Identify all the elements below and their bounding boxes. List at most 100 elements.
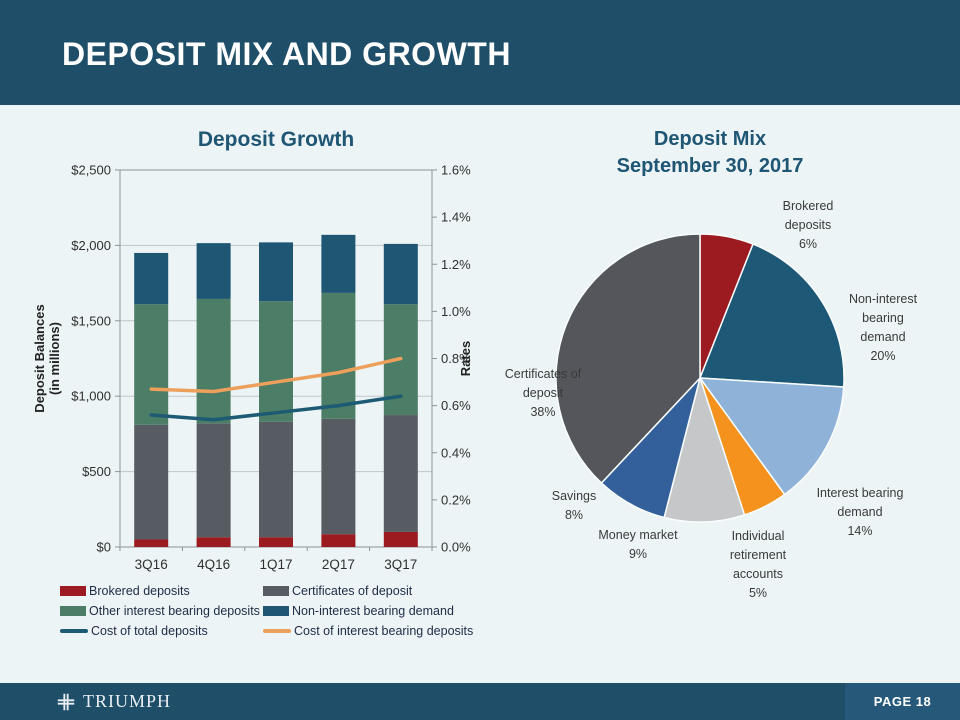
bar-segment xyxy=(321,292,356,419)
deposit-mix-chart-title: Deposit Mix September 30, 2017 xyxy=(525,126,895,180)
bar-segment xyxy=(259,421,293,538)
pie-label-line: demand xyxy=(860,330,906,344)
page-number-badge: PAGE 18 xyxy=(845,683,960,720)
pie-label: Money market 9% xyxy=(568,526,708,564)
x-axis-label: 4Q16 xyxy=(197,557,230,572)
bar-segment xyxy=(321,534,356,547)
x-axis-label: 1Q17 xyxy=(259,557,292,572)
brand-name: TRIUMPH xyxy=(83,691,172,711)
pie-label-line: Money market xyxy=(598,528,678,542)
pie-label-line: 20% xyxy=(870,349,896,363)
bar-segment xyxy=(259,301,293,422)
pie-label-line: Brokered xyxy=(782,199,834,213)
deposit-mix-title-line1: Deposit Mix xyxy=(653,128,767,150)
left-axis-title: Deposit Balances(in millions) xyxy=(32,304,62,412)
legend-swatch xyxy=(60,606,86,616)
legend-label: Other interest bearing deposits xyxy=(89,604,260,618)
pie-label-line: deposits xyxy=(784,218,832,232)
pie-label: Certificates of deposit 38% xyxy=(483,365,603,422)
y-axis-tick-label: $2,000 xyxy=(71,238,111,253)
bar-segment xyxy=(196,423,231,538)
pie-slice xyxy=(663,377,746,523)
rates-axis-tick-label: 0.4% xyxy=(441,445,471,460)
triumph-cross-icon xyxy=(57,693,75,710)
rates-axis-tick-label: 1.0% xyxy=(441,304,471,319)
pie-label-line: Savings xyxy=(551,489,597,503)
rates-axis-tick-label: 1.2% xyxy=(441,257,471,272)
legend-swatch xyxy=(60,586,86,596)
bar-segment xyxy=(259,242,293,302)
rates-axis-tick-label: 0.6% xyxy=(441,398,471,413)
trend-line xyxy=(149,356,403,394)
pie-label: Non-interest bearing demand 20% xyxy=(818,290,948,366)
bar-segment xyxy=(134,424,169,540)
legend-item: Other interest bearing deposits xyxy=(60,604,263,618)
pie-label: Individual retirement accounts 5% xyxy=(698,527,818,603)
page-number-label: PAGE 18 xyxy=(873,694,932,709)
rates-axis-tick-label: 1.4% xyxy=(441,210,471,225)
slide-header: DEPOSIT MIX AND GROWTH xyxy=(0,0,960,105)
pie-label-line: 14% xyxy=(847,524,873,538)
legend-item: Certificates of deposit xyxy=(263,584,493,598)
legend-item: Cost of interest bearing deposits xyxy=(263,624,493,638)
deposit-mix-pie xyxy=(555,233,845,523)
bar-segment xyxy=(196,298,231,424)
legend-swatch xyxy=(263,606,289,616)
rates-axis-tick-label: 0.0% xyxy=(441,540,471,555)
y-axis-tick-label: $0 xyxy=(97,540,111,555)
bar-segment xyxy=(134,252,169,305)
x-axis-label: 2Q17 xyxy=(322,557,355,572)
legend-line-swatch xyxy=(60,629,88,633)
brand-logo: TRIUMPH xyxy=(55,683,171,720)
trend-line xyxy=(149,394,403,422)
bar-segment xyxy=(134,304,169,425)
pie-label-line: demand xyxy=(837,505,883,519)
legend-item: Non-interest bearing demand xyxy=(263,604,493,618)
rates-axis-tick-label: 0.8% xyxy=(441,351,471,366)
bar-segment xyxy=(134,539,169,547)
y-axis-tick-label: $2,500 xyxy=(71,163,111,178)
legend-label: Cost of total deposits xyxy=(91,624,208,638)
slide-footer: TRIUMPH PAGE 18 xyxy=(0,683,960,720)
bar-segment xyxy=(383,531,418,547)
deposit-mix-chart: Deposit Mix September 30, 2017 Brokered d… xyxy=(500,118,960,683)
legend-item: Cost of total deposits xyxy=(60,624,263,638)
legend-swatch xyxy=(263,586,289,596)
pie-label-line: Interest bearing xyxy=(816,486,904,500)
deposit-growth-plot: $0 $500 $1,000 $1,500 $2,000 $2,500 0.0% 0.2% 0.… xyxy=(32,163,473,573)
pie-label-line: 9% xyxy=(628,547,648,561)
pie-label-line: accounts xyxy=(732,567,784,581)
bar-segment xyxy=(196,243,231,299)
pie-label-line: Non-interest xyxy=(848,292,918,306)
y-axis-tick-label: $500 xyxy=(82,464,111,479)
legend-label: Certificates of deposit xyxy=(292,584,413,598)
bar-segment xyxy=(383,415,418,532)
deposit-growth-chart: Deposit Growth $0 $500 $1,000 $1,500 $2,000 $… xyxy=(18,118,496,683)
deposit-growth-legend: Brokered deposits Certificates of deposit… xyxy=(60,584,493,638)
legend-label: Cost of interest bearing deposits xyxy=(294,624,474,638)
pie-label: Brokered deposits 6% xyxy=(748,197,868,254)
deposit-growth-chart-title: Deposit Growth xyxy=(197,128,355,151)
bar-segment xyxy=(196,537,231,547)
legend-label: Non-interest bearing demand xyxy=(292,604,454,618)
y-axis-tick-label: $1,500 xyxy=(71,313,111,328)
pie-slice xyxy=(555,233,701,484)
bar-segment xyxy=(259,537,293,547)
legend-label: Brokered deposits xyxy=(89,584,190,598)
rates-axis-tick-label: 0.2% xyxy=(441,492,471,507)
pie-label: Savings 8% xyxy=(524,487,624,525)
pie-slice xyxy=(699,243,845,388)
pie-label-line: Individual xyxy=(731,529,785,543)
legend-item: Brokered deposits xyxy=(60,584,263,598)
pie-label-line: bearing xyxy=(862,311,904,325)
pie-label-line: 8% xyxy=(564,508,584,522)
pie-label-line: Certificates of xyxy=(504,367,582,381)
bar-segment xyxy=(383,243,418,305)
bar-segment xyxy=(321,234,356,293)
page-title: DEPOSIT MIX AND GROWTH xyxy=(62,36,511,72)
pie-label: Interest bearing demand 14% xyxy=(790,484,930,541)
x-axis-label: 3Q16 xyxy=(135,557,168,572)
pie-slice xyxy=(699,377,845,496)
x-axis-label: 3Q17 xyxy=(384,557,417,572)
